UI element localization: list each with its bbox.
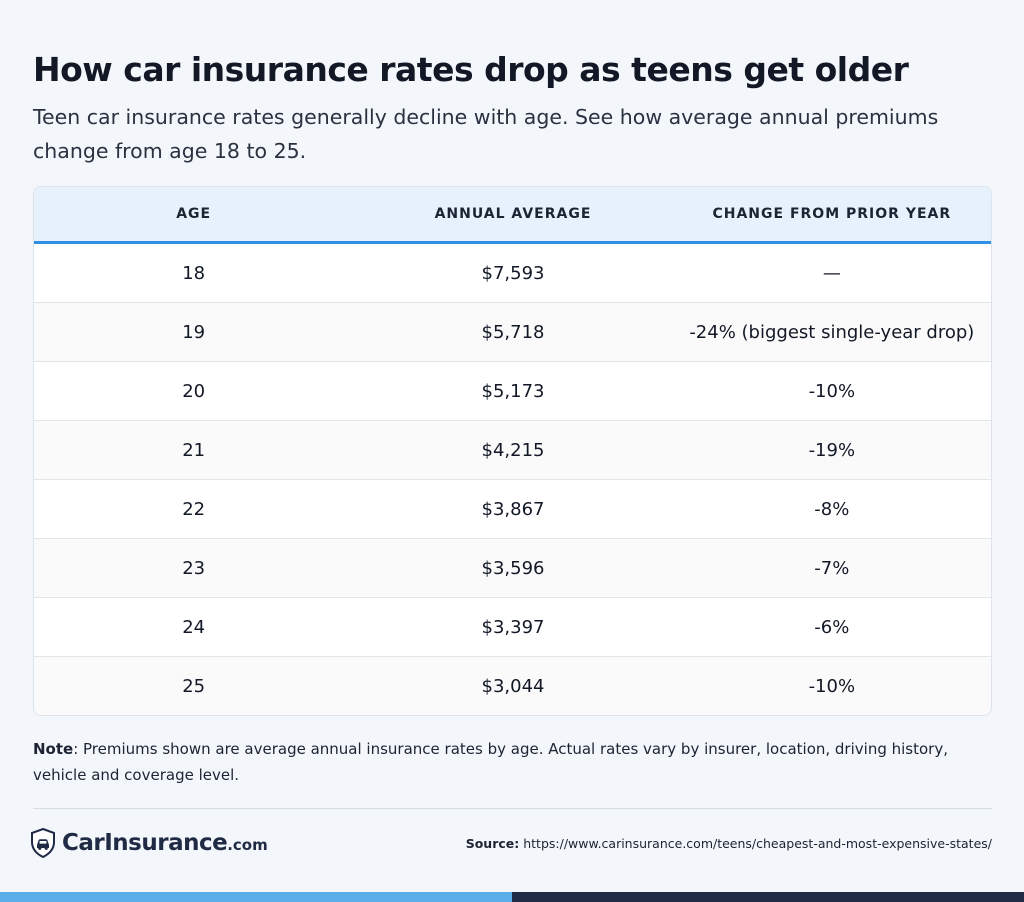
logo-main-text: CarInsurance <box>62 830 228 856</box>
cell-annual-average: $3,397 <box>481 616 545 638</box>
cell-change: -10% <box>808 676 856 697</box>
cell-annual-average: $3,596 <box>481 557 545 579</box>
table-row: 22 $3,867 -8% <box>34 480 991 539</box>
cell-change: -24% (biggest single-year drop) <box>689 321 975 343</box>
logo-suffix-text: .com <box>227 836 268 854</box>
cell-change: -8% <box>814 498 850 520</box>
note-text: : Premiums shown are average annual insu… <box>33 740 948 784</box>
table-row: 18 $7,593 — <box>34 244 991 303</box>
cell-annual-average: $3,867 <box>481 498 545 520</box>
cell-annual-average: $7,593 <box>481 262 545 284</box>
footer-accent-bar-right <box>512 892 1024 902</box>
table-row: 23 $3,596 -7% <box>34 539 991 598</box>
table-header: AGE ANNUAL AVERAGE CHANGE FROM PRIOR YEA… <box>34 187 991 244</box>
footer-divider <box>33 808 992 809</box>
table-body: 18 $7,593 — 19 $5,718 -24% (biggest single-ye… <box>34 244 991 715</box>
cell-age: 22 <box>182 498 206 520</box>
cell-age: 23 <box>182 557 206 579</box>
cell-annual-average: $5,173 <box>481 380 545 402</box>
page-subtitle: Teen car insurance rates generally decli… <box>33 105 939 163</box>
column-header-annual-average: ANNUAL AVERAGE <box>434 206 592 222</box>
source-label: Source: <box>465 836 520 851</box>
cell-annual-average: $3,044 <box>481 676 545 697</box>
logo-wordmark: CarInsurance.com <box>62 830 268 856</box>
source-url[interactable]: https://www.carinsurance.com/teens/cheap… <box>523 836 992 851</box>
table-row: 21 $4,215 -19% <box>34 421 991 480</box>
cell-age: 18 <box>182 262 206 284</box>
page-title: How car insurance rates drop as teens ge… <box>33 50 909 89</box>
note-label: Note <box>33 740 74 758</box>
footer-accent-bar-left <box>0 892 512 902</box>
cell-annual-average: $5,718 <box>481 321 545 343</box>
cell-change: -10% <box>808 380 856 402</box>
cell-change: -6% <box>814 616 850 638</box>
footnote: Note: Premiums shown are average annual … <box>33 736 993 788</box>
cell-age: 24 <box>182 616 206 638</box>
cell-age: 21 <box>182 439 206 461</box>
cell-change: -19% <box>808 439 856 461</box>
column-header-age: AGE <box>176 206 212 222</box>
cell-change: -7% <box>814 557 850 579</box>
shield-car-icon <box>31 828 55 858</box>
cell-age: 19 <box>182 321 206 343</box>
column-header-change: CHANGE FROM PRIOR YEAR <box>712 206 952 222</box>
brand-logo: CarInsurance.com <box>31 828 268 858</box>
source-citation: Source: https://www.carinsurance.com/tee… <box>466 836 992 851</box>
table-row: 25 $3,044 -10% <box>34 657 991 715</box>
cell-age: 20 <box>182 380 206 402</box>
cell-change: — <box>822 262 841 284</box>
table-row: 24 $3,397 -6% <box>34 598 991 657</box>
table-row: 19 $5,718 -24% (biggest single-year drop) <box>34 303 991 362</box>
cell-annual-average: $4,215 <box>481 439 545 461</box>
rates-table: AGE ANNUAL AVERAGE CHANGE FROM PRIOR YEA… <box>33 186 992 716</box>
table-row: 20 $5,173 -10% <box>34 362 991 421</box>
cell-age: 25 <box>182 676 206 697</box>
